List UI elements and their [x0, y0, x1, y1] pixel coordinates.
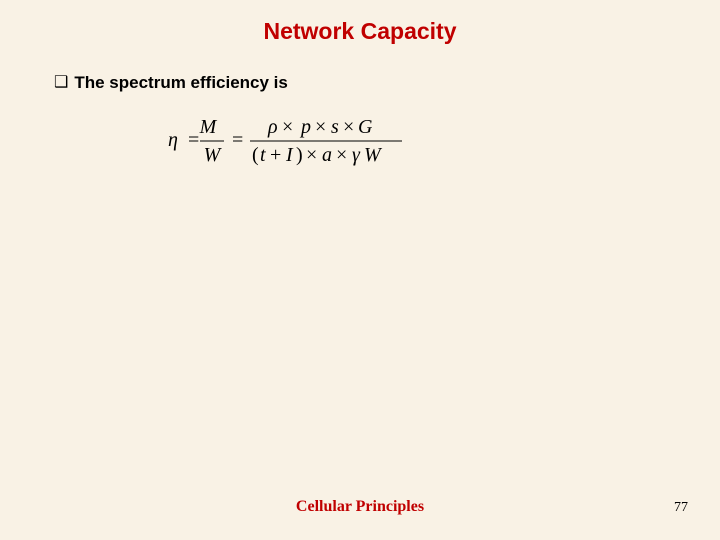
formula-mult4: × — [306, 144, 317, 166]
formula-plus: + — [270, 144, 281, 166]
bullet-marker: ❑ — [54, 73, 68, 93]
formula-svg: η = M W = ρ × p × s × G — [168, 111, 428, 171]
formula-p: p — [299, 116, 311, 138]
slide-container: Network Capacity ❑ The spectrum efficien… — [0, 0, 720, 540]
formula-eq2: = — [232, 129, 243, 151]
formula-eq1: = — [188, 129, 199, 151]
formula-gamma: γ — [352, 144, 361, 166]
formula-mult3: × — [343, 116, 354, 138]
formula-rho: ρ — [267, 116, 278, 138]
formula-numerator: ρ × p × s × G — [267, 116, 373, 138]
formula-s: s — [331, 116, 339, 138]
formula-I: I — [285, 144, 294, 166]
formula-mult2: × — [315, 116, 326, 138]
formula-t: t — [260, 144, 266, 166]
bullet-text: The spectrum efficiency is — [74, 73, 288, 93]
formula-W2: W — [364, 144, 383, 166]
formula-rparen: ) — [296, 144, 303, 166]
formula-mult1: × — [282, 116, 293, 138]
formula-M: M — [199, 116, 218, 138]
footer-text: Cellular Principles — [0, 498, 720, 516]
formula: η = M W = ρ × p × s × G — [168, 111, 672, 171]
formula-W: W — [204, 144, 223, 166]
bullet-item: ❑ The spectrum efficiency is — [54, 73, 672, 93]
formula-eta: η — [168, 129, 178, 151]
formula-a: a — [322, 144, 332, 166]
formula-mult5: × — [336, 144, 347, 166]
formula-lparen: ( — [252, 144, 259, 166]
formula-G: G — [358, 116, 373, 138]
formula-denominator: ( t + I ) × a × γ W — [252, 144, 383, 166]
slide-title: Network Capacity — [48, 18, 672, 45]
page-number: 77 — [674, 500, 688, 516]
